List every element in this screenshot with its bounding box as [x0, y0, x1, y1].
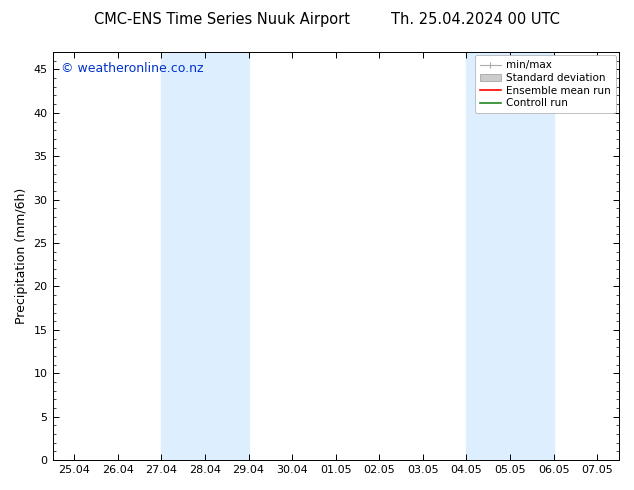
Y-axis label: Precipitation (mm/6h): Precipitation (mm/6h): [15, 188, 28, 324]
Text: © weatheronline.co.nz: © weatheronline.co.nz: [61, 62, 204, 75]
Bar: [162, 52, 249, 460]
Bar: [467, 52, 553, 460]
Text: Th. 25.04.2024 00 UTC: Th. 25.04.2024 00 UTC: [391, 12, 560, 27]
Text: CMC-ENS Time Series Nuuk Airport: CMC-ENS Time Series Nuuk Airport: [94, 12, 350, 27]
Legend: min/max, Standard deviation, Ensemble mean run, Controll run: min/max, Standard deviation, Ensemble me…: [475, 55, 616, 113]
